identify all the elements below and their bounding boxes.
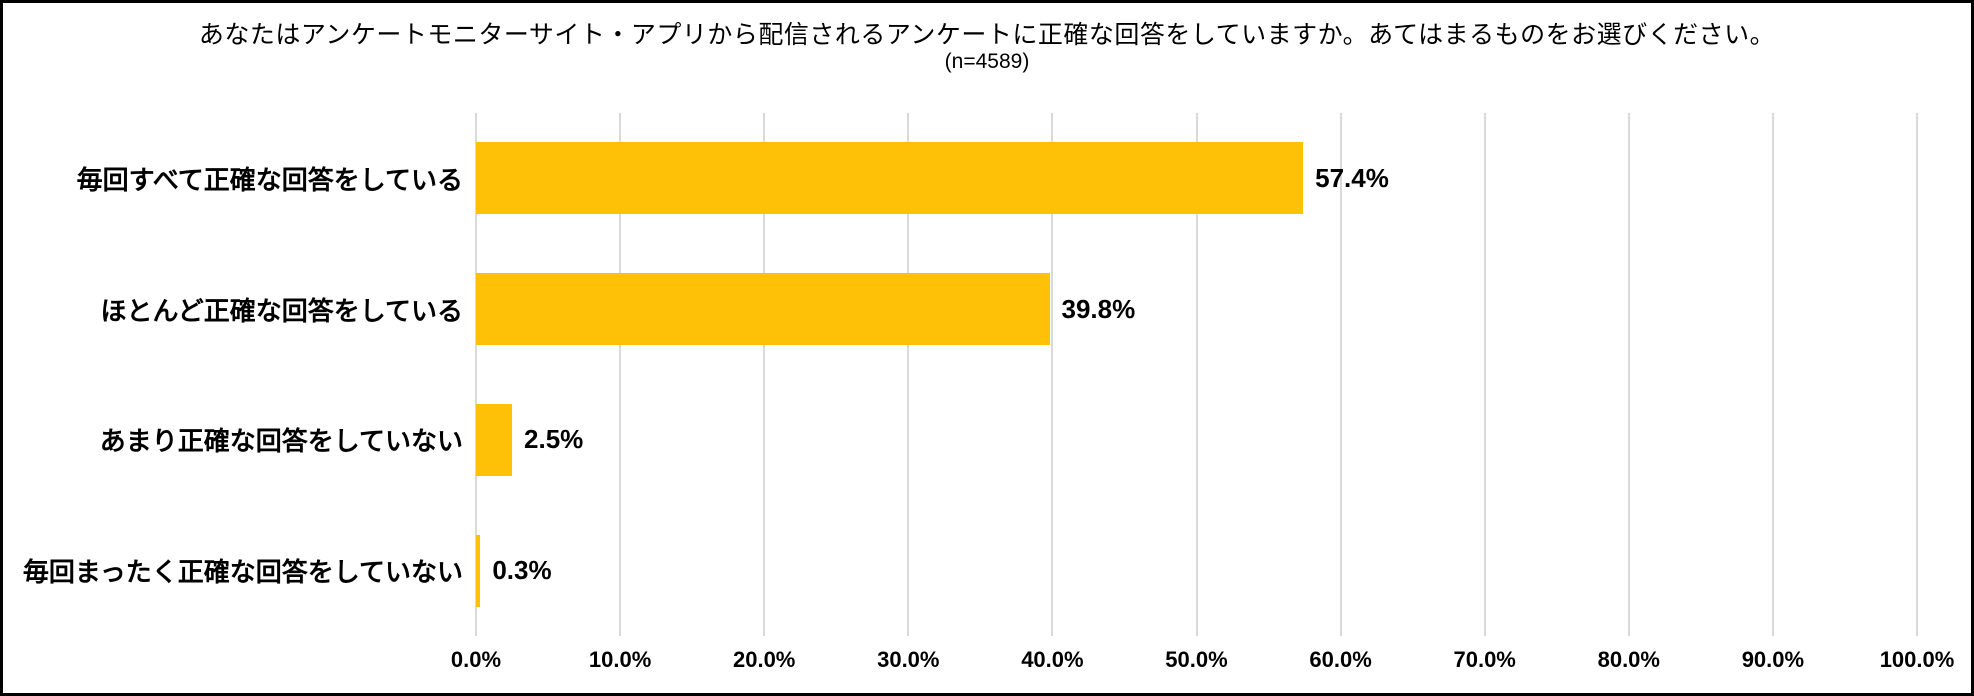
x-tick-label: 60.0% xyxy=(1309,647,1372,672)
x-tick-label: 50.0% xyxy=(1165,647,1228,672)
x-tick-label: 0.0% xyxy=(450,647,502,672)
gridline xyxy=(1916,113,1918,636)
gridline xyxy=(1771,113,1774,636)
category-label: ほとんど正確な回答をしている xyxy=(100,295,463,326)
x-tick-label: 10.0% xyxy=(588,647,652,672)
gridline xyxy=(1627,113,1630,636)
x-tick-label: 90.0% xyxy=(1741,647,1805,672)
x-tick-label: 40.0% xyxy=(1021,647,1084,672)
bar-row: 39.8% xyxy=(476,244,1917,375)
bars-rows: 57.4% 39.8% 2.5% 0.3% xyxy=(476,113,1917,636)
category-label: あまり正確な回答をしていない xyxy=(99,426,463,457)
bar-row: 57.4% xyxy=(476,113,1917,244)
bar xyxy=(476,273,1050,346)
bar-value-label: 2.5% xyxy=(524,424,584,455)
x-axis: 0.0% 10.0% 20.0% 30.0% 40.0% 50.0% 60.0% 70.0% 8… xyxy=(451,647,1954,677)
bar-row: 0.3% xyxy=(476,505,1917,636)
gridline xyxy=(619,113,622,636)
gridline xyxy=(1195,113,1198,636)
gridline xyxy=(1051,113,1054,636)
x-tick-label: 70.0% xyxy=(1453,647,1516,672)
plot-area: 57.4% 39.8% 2.5% 0.3% xyxy=(475,113,1918,636)
gridline xyxy=(1339,113,1342,636)
gridlines xyxy=(475,113,1918,636)
x-tick-label: 20.0% xyxy=(732,647,796,672)
x-tick-label: 80.0% xyxy=(1597,647,1660,672)
bar xyxy=(476,534,481,607)
bar xyxy=(476,403,513,476)
chart-title: あなたはアンケートモニターサイト・アプリから配信されるアンケートに正確な回答をし… xyxy=(198,21,1776,49)
category-label: 毎回すべて正確な回答をしている xyxy=(76,164,463,195)
x-tick-label: 100.0% xyxy=(1879,647,1955,672)
gridline xyxy=(907,113,910,636)
category-labels: 毎回すべて正確な回答をしているほとんど正確な回答をしている あまり正確な回答をして… xyxy=(9,113,463,636)
bar-value-label: 0.3% xyxy=(492,555,552,586)
chart-subtitle: (n=4589) xyxy=(944,50,1030,73)
gridline xyxy=(1483,113,1486,636)
bar-row: 2.5% xyxy=(476,375,1917,506)
bar xyxy=(476,142,1304,215)
bar-value-label: 39.8% xyxy=(1061,293,1136,324)
bar-value-label: 57.4% xyxy=(1315,162,1389,193)
x-tick-label: 30.0% xyxy=(877,647,940,672)
gridline xyxy=(763,113,766,636)
gridline xyxy=(475,113,477,636)
category-label: 毎回まったく正確な回答をしていない xyxy=(22,557,463,588)
